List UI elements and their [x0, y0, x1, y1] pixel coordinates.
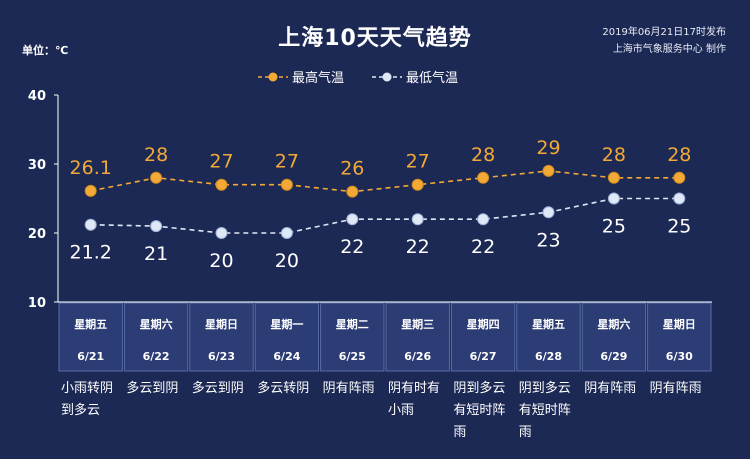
low-temp-point — [607, 192, 620, 205]
high-temp-point — [411, 178, 424, 191]
high-temp-label: 27 — [406, 151, 430, 173]
low-temp-label: 22 — [340, 236, 364, 258]
low-temp-label: 21.2 — [70, 242, 112, 264]
low-temp-label: 25 — [667, 216, 691, 238]
low-temp-label: 20 — [275, 250, 299, 272]
category-box — [581, 302, 647, 372]
high-temp-label: 29 — [536, 137, 560, 159]
y-tick-label: 10 — [28, 296, 46, 311]
x-tick-weekday: 星期日 — [663, 317, 696, 331]
x-tick-date: 6/25 — [339, 350, 366, 363]
x-tick-date: 6/23 — [208, 350, 235, 363]
high-temp-label: 27 — [275, 151, 299, 173]
x-tick-weekday: 星期六 — [140, 317, 173, 331]
category-box — [450, 302, 516, 372]
high-temp-label: 26.1 — [70, 157, 112, 179]
low-temp-line — [90, 197, 680, 234]
chart-title: 上海10天天气趋势 — [278, 26, 472, 51]
x-tick-weekday: 星期五 — [74, 317, 107, 331]
low-temp-point — [673, 192, 686, 205]
low-temp-point — [215, 227, 228, 239]
low-temp-point — [411, 213, 424, 226]
high-temp-point — [607, 171, 620, 184]
weather-description: 阴有阵雨 — [584, 381, 637, 396]
high-temp-label: 26 — [340, 158, 364, 180]
legend-item-high: 最高气温 — [258, 67, 344, 86]
x-tick-weekday: 星期日 — [205, 317, 238, 331]
x-tick-weekday: 星期五 — [532, 317, 565, 331]
high-temp-point — [280, 178, 293, 191]
category-box — [320, 302, 385, 372]
x-tick-date: 6/27 — [470, 350, 497, 363]
category-box — [385, 302, 450, 372]
x-tick-date: 6/22 — [143, 350, 170, 363]
weather-description: 阴有时有小雨 — [388, 381, 441, 418]
high-temp-point — [215, 178, 228, 191]
low-temp-point — [542, 206, 555, 219]
x-tick-weekday: 星期二 — [336, 317, 369, 331]
high-temp-line — [90, 170, 680, 193]
unit-label: 单位：℃ — [22, 44, 69, 57]
high-temp-point — [84, 184, 97, 197]
low-temp-label: 22 — [471, 236, 495, 258]
high-temp-label: 27 — [209, 151, 233, 173]
weather-description: 阴有阵雨 — [649, 381, 702, 396]
weather-description: 多云到阴 — [191, 381, 244, 396]
y-tick-label: 40 — [28, 89, 46, 104]
low-temp-point — [84, 218, 97, 231]
category-box — [189, 302, 254, 372]
weather-description: 阴到多云有短时阵雨 — [518, 381, 571, 440]
legend-low-marker — [372, 72, 402, 81]
category-box — [123, 302, 189, 372]
weather-description: 阴有阵雨 — [322, 381, 375, 396]
x-tick-weekday: 星期三 — [401, 317, 434, 331]
x-tick-date: 6/30 — [666, 350, 693, 363]
low-temp-label: 25 — [602, 216, 626, 238]
low-temp-label: 23 — [536, 229, 560, 251]
x-tick-date: 6/29 — [600, 350, 627, 363]
publish-time: 2019年06月21日17时发布 — [602, 27, 726, 38]
x-tick-weekday: 星期六 — [597, 317, 630, 331]
legend-low-label: 最低气温 — [406, 71, 459, 86]
low-temp-point — [477, 213, 490, 226]
low-temp-label: 21 — [144, 243, 168, 265]
high-temp-point — [477, 171, 490, 184]
high-temp-point — [542, 164, 555, 177]
category-box — [647, 302, 712, 372]
low-temp-point — [150, 220, 163, 233]
x-tick-date: 6/21 — [77, 350, 104, 363]
category-box — [58, 302, 123, 372]
x-tick-weekday: 星期四 — [467, 317, 500, 331]
weather-description: 多云到阴 — [126, 381, 179, 396]
high-temp-label: 28 — [602, 144, 626, 166]
y-tick-label: 20 — [28, 227, 46, 242]
weather-description: 多云转阴 — [257, 381, 310, 396]
high-temp-point — [346, 185, 359, 198]
low-temp-point — [346, 213, 359, 226]
category-box — [254, 302, 320, 372]
x-tick-date: 6/28 — [535, 350, 562, 363]
legend-high-marker — [258, 72, 288, 81]
high-temp-label: 28 — [144, 144, 168, 166]
producer: 上海市气象服务中心 制作 — [612, 44, 726, 55]
y-tick-label: 30 — [28, 158, 46, 173]
weather-description: 阴到多云有短时阵雨 — [453, 381, 506, 440]
x-tick-date: 6/26 — [404, 350, 431, 363]
high-temp-label: 28 — [667, 144, 691, 166]
legend-item-low: 最低气温 — [372, 67, 458, 86]
high-temp-label: 28 — [471, 144, 495, 166]
publish-info: 2019年06月21日17时发布 上海市气象服务中心 制作 — [602, 24, 726, 58]
weather-description: 小雨转阴到多云 — [61, 381, 114, 418]
low-temp-label: 22 — [406, 236, 430, 258]
category-box — [516, 302, 581, 372]
x-tick-date: 6/24 — [273, 350, 300, 363]
x-tick-weekday: 星期一 — [270, 317, 303, 331]
low-temp-label: 20 — [209, 250, 233, 272]
high-temp-point — [673, 171, 686, 184]
legend-high-label: 最高气温 — [292, 71, 345, 86]
low-temp-point — [280, 227, 293, 239]
high-temp-point — [150, 171, 163, 184]
